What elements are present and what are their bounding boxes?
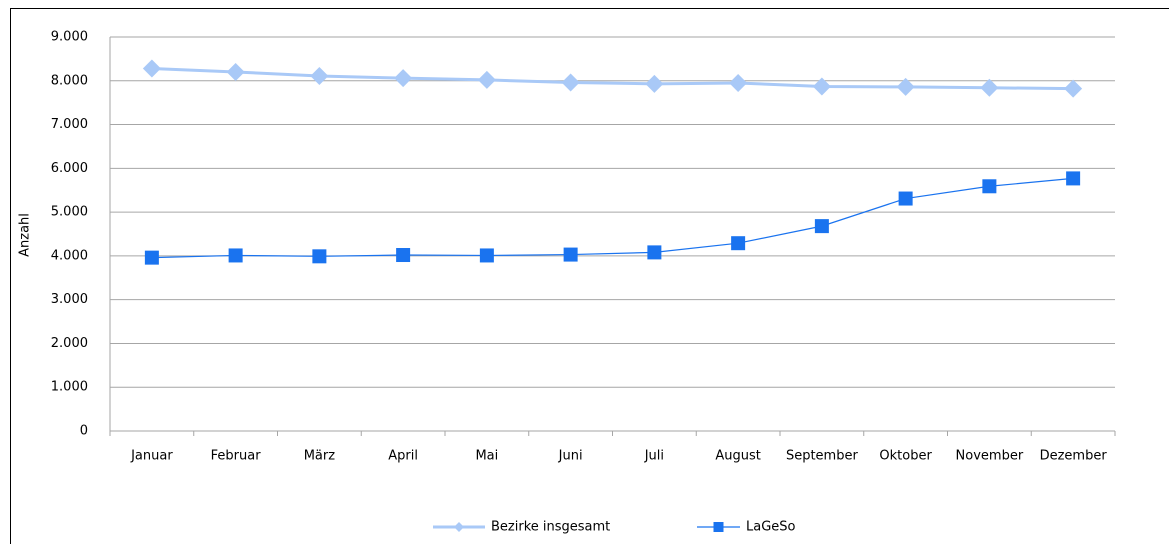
data-point [563, 247, 578, 262]
chart-border [10, 8, 1169, 544]
data-point [896, 77, 915, 96]
x-tick-label: Dezember [1040, 449, 1108, 464]
data-point [144, 250, 159, 265]
x-tick-label: Mai [475, 449, 498, 464]
y-tick-label: 9.000 [51, 30, 88, 45]
y-tick-label: 1.000 [51, 380, 88, 395]
data-point [898, 191, 913, 206]
series-line [151, 67, 1074, 91]
x-tick-label: Juni [558, 449, 583, 464]
data-point [477, 70, 496, 89]
x-tick-label: Januar [130, 449, 173, 464]
data-point [396, 248, 411, 263]
series-line [151, 177, 1074, 259]
y-tick-label: 8.000 [51, 73, 88, 88]
data-point [812, 77, 831, 96]
x-tick-label: November [956, 449, 1024, 464]
legend-marker [713, 522, 724, 532]
data-point [394, 69, 413, 88]
x-tick-label: August [715, 449, 761, 464]
y-tick-label: 4.000 [51, 248, 88, 263]
data-point [645, 74, 664, 93]
data-point [980, 78, 999, 97]
data-point [1066, 171, 1081, 186]
data-point [1064, 79, 1083, 98]
legend-label: LaGeSo [746, 520, 796, 535]
data-point [228, 248, 243, 263]
data-point [226, 63, 245, 82]
x-tick-label: September [786, 449, 859, 464]
data-point [982, 179, 997, 194]
data-point [647, 245, 662, 260]
x-tick-label: März [304, 449, 336, 464]
x-tick-label: April [388, 449, 418, 464]
data-point [814, 219, 829, 234]
data-point [142, 59, 161, 78]
data-point [561, 73, 580, 92]
data-point [310, 66, 329, 85]
y-tick-label: 7.000 [51, 117, 88, 132]
data-point [729, 73, 748, 92]
legend-marker [454, 522, 464, 532]
x-tick-label: Juli [644, 449, 664, 464]
x-tick-label: Oktober [879, 449, 932, 464]
data-point [312, 249, 327, 264]
data-point [731, 236, 746, 251]
legend-label: Bezirke insgesamt [491, 520, 610, 535]
y-tick-label: 0 [80, 424, 88, 439]
y-tick-label: 3.000 [51, 292, 88, 307]
y-axis-label: Anzahl [18, 213, 33, 257]
data-point [479, 248, 494, 263]
y-tick-label: 5.000 [51, 205, 88, 220]
x-tick-label: Februar [211, 449, 262, 464]
y-tick-label: 2.000 [51, 336, 88, 351]
y-tick-label: 6.000 [51, 161, 88, 176]
